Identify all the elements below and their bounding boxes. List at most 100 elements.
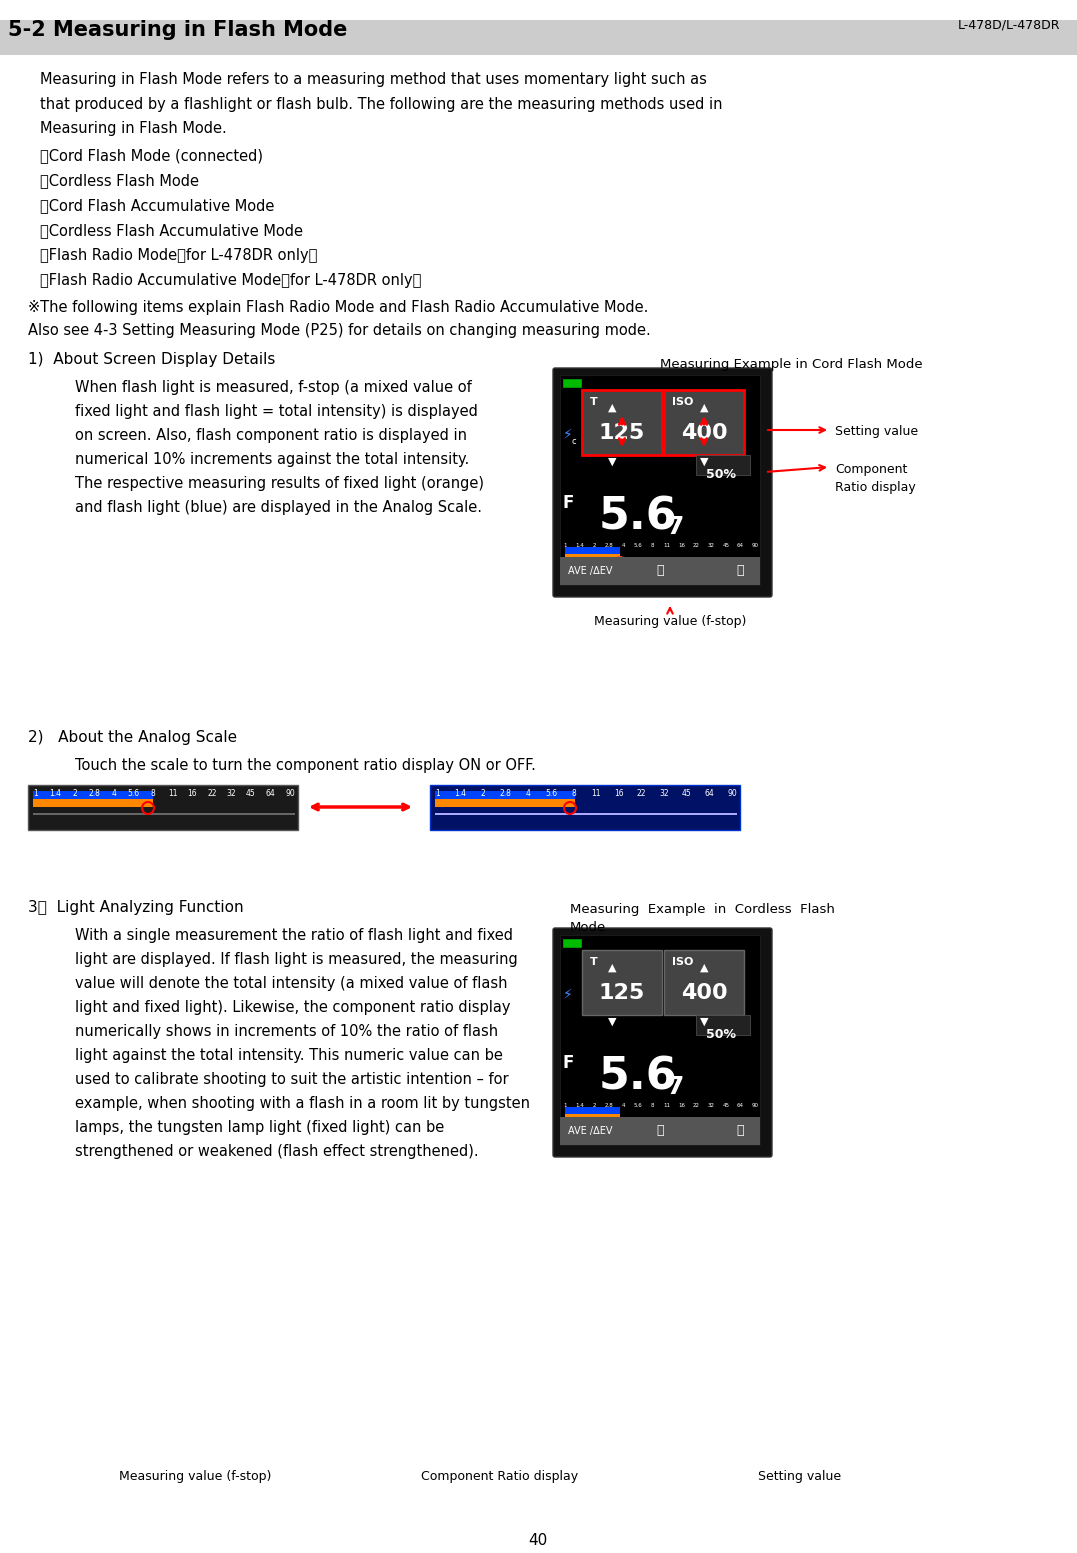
Text: 50%: 50%	[707, 467, 736, 481]
Text: 1.4: 1.4	[454, 789, 466, 798]
Text: 5.6: 5.6	[599, 1056, 677, 1098]
FancyBboxPatch shape	[565, 547, 620, 554]
Text: 5.6: 5.6	[545, 789, 557, 798]
Text: ▼: ▼	[607, 1017, 616, 1027]
Text: 8: 8	[651, 544, 655, 548]
Text: 1.4: 1.4	[50, 789, 61, 798]
Text: L-478D/L-478DR: L-478D/L-478DR	[957, 19, 1060, 31]
FancyBboxPatch shape	[553, 929, 772, 1157]
Text: 7: 7	[667, 516, 684, 539]
Text: 2.8: 2.8	[500, 789, 512, 798]
Text: ▲: ▲	[700, 402, 709, 413]
Text: Component Ratio display: Component Ratio display	[421, 1471, 578, 1483]
Text: 45: 45	[682, 789, 691, 798]
Text: 5.6: 5.6	[599, 495, 677, 539]
FancyBboxPatch shape	[565, 1114, 620, 1121]
FancyBboxPatch shape	[33, 790, 153, 798]
FancyBboxPatch shape	[696, 455, 750, 475]
Text: 2)   About the Analog Scale: 2) About the Analog Scale	[28, 730, 237, 745]
Text: ▼: ▼	[700, 457, 709, 467]
Text: 45: 45	[723, 1103, 729, 1107]
Text: 45: 45	[723, 544, 729, 548]
Text: ※The following items explain Flash Radio Mode and Flash Radio Accumulative Mode.: ※The following items explain Flash Radio…	[28, 300, 651, 339]
FancyBboxPatch shape	[435, 790, 575, 798]
Text: 1.4: 1.4	[575, 544, 584, 548]
Text: 32: 32	[659, 789, 669, 798]
Text: 22: 22	[637, 789, 646, 798]
FancyBboxPatch shape	[560, 558, 760, 585]
FancyBboxPatch shape	[560, 374, 760, 585]
FancyBboxPatch shape	[435, 798, 575, 808]
FancyBboxPatch shape	[560, 1117, 760, 1145]
Text: 8: 8	[571, 789, 576, 798]
FancyBboxPatch shape	[582, 950, 662, 1016]
Text: 1: 1	[563, 544, 567, 548]
Text: 16: 16	[679, 544, 685, 548]
Text: 2: 2	[592, 544, 596, 548]
Text: ▲: ▲	[607, 402, 616, 413]
FancyBboxPatch shape	[33, 798, 153, 808]
Text: 64: 64	[266, 789, 276, 798]
Text: 11: 11	[168, 789, 178, 798]
Text: 11: 11	[591, 789, 601, 798]
Text: 2: 2	[73, 789, 78, 798]
FancyBboxPatch shape	[553, 368, 772, 596]
FancyBboxPatch shape	[435, 814, 737, 815]
Text: 4: 4	[621, 1103, 626, 1107]
Text: ・Flash Radio Accumulative Mode（for L-478DR only）: ・Flash Radio Accumulative Mode（for L-478…	[40, 273, 421, 287]
Text: Measuring  Example  in  Cordless  Flash
Mode: Measuring Example in Cordless Flash Mode	[570, 902, 835, 933]
Text: 16: 16	[679, 1103, 685, 1107]
Text: Measuring in Flash Mode refers to a measuring method that uses momentary light s: Measuring in Flash Mode refers to a meas…	[40, 71, 723, 137]
Text: 125: 125	[599, 983, 645, 1003]
Text: Setting value: Setting value	[758, 1471, 841, 1483]
FancyBboxPatch shape	[33, 814, 295, 815]
Text: T: T	[590, 957, 598, 968]
FancyBboxPatch shape	[565, 565, 755, 568]
Text: 400: 400	[681, 983, 727, 1003]
Text: 40: 40	[529, 1533, 547, 1548]
Text: F: F	[563, 494, 574, 512]
Text: ▲: ▲	[607, 963, 616, 974]
Text: 1.4: 1.4	[575, 1103, 584, 1107]
Text: 16: 16	[614, 789, 624, 798]
Text: 4: 4	[621, 544, 626, 548]
Text: AVE /ΔEV: AVE /ΔEV	[568, 1126, 612, 1135]
Text: 90: 90	[727, 789, 737, 798]
Text: ▼: ▼	[607, 457, 616, 467]
Text: 2.8: 2.8	[88, 789, 100, 798]
Text: Setting value: Setting value	[835, 426, 918, 438]
FancyBboxPatch shape	[430, 784, 740, 829]
Text: ⚡: ⚡	[563, 988, 573, 1002]
Text: c: c	[572, 438, 576, 447]
Text: 90: 90	[752, 544, 758, 548]
Text: 64: 64	[704, 789, 714, 798]
Text: ・Cord Flash Mode (connected): ・Cord Flash Mode (connected)	[40, 148, 263, 163]
FancyBboxPatch shape	[565, 1107, 620, 1114]
Text: 5.6: 5.6	[128, 789, 140, 798]
Text: ISO: ISO	[672, 957, 694, 968]
Text: 90: 90	[752, 1103, 758, 1107]
Text: 4: 4	[526, 789, 531, 798]
Text: Component
Ratio display: Component Ratio display	[835, 463, 915, 494]
Text: 5-2 Measuring in Flash Mode: 5-2 Measuring in Flash Mode	[8, 20, 348, 40]
Text: 1: 1	[563, 1103, 567, 1107]
Text: Measuring Example in Cord Flash Mode: Measuring Example in Cord Flash Mode	[660, 359, 923, 371]
Text: Measuring value (f-stop): Measuring value (f-stop)	[118, 1471, 271, 1483]
Text: 22: 22	[693, 1103, 700, 1107]
Text: Measuring value (f-stop): Measuring value (f-stop)	[593, 615, 746, 627]
FancyBboxPatch shape	[0, 20, 1077, 54]
Text: 4: 4	[112, 789, 116, 798]
Text: 11: 11	[663, 1103, 671, 1107]
Text: 5.6: 5.6	[633, 544, 643, 548]
Text: ISO: ISO	[672, 398, 694, 407]
FancyBboxPatch shape	[665, 950, 744, 1016]
Text: 2: 2	[592, 1103, 596, 1107]
Text: T: T	[590, 398, 598, 407]
Text: 🔧: 🔧	[737, 1124, 744, 1137]
FancyBboxPatch shape	[565, 1126, 755, 1127]
Text: ▲: ▲	[700, 963, 709, 974]
Text: 45: 45	[246, 789, 256, 798]
Text: 🔧: 🔧	[737, 564, 744, 578]
Text: 1)  About Screen Display Details: 1) About Screen Display Details	[28, 353, 276, 367]
Text: 2.8: 2.8	[604, 544, 613, 548]
